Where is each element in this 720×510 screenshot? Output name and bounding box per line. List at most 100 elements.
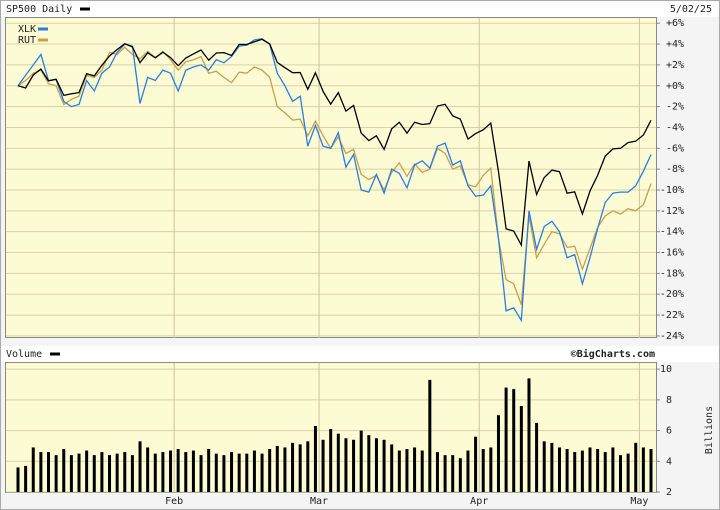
volume-bar [268,449,272,492]
volume-bar [92,455,96,492]
y-tick-label: 8 [666,395,672,406]
y-tick-label: -4% [666,122,684,133]
volume-bar [573,452,577,492]
volume-bar [634,442,638,492]
volume-bar [397,450,401,492]
series-line [17,38,652,248]
x-tick-label: Feb [165,496,183,507]
volume-bar [352,439,356,492]
volume-bar [474,436,478,492]
volume-bar [306,441,310,492]
x-tick-label: Mar [310,496,328,507]
volume-bar [557,447,561,492]
volume-bar [580,450,584,492]
volume-bar [138,441,142,492]
volume-bar [47,452,51,492]
volume-bar [413,447,417,492]
volume-bar [146,447,150,492]
volume-bar [466,450,470,492]
volume-bar [153,453,157,492]
y-tick-label: +0% [666,81,684,92]
volume-bar [367,435,371,492]
volume-bar [603,452,607,492]
volume-bar [39,452,43,492]
volume-bar [496,415,500,492]
y-tick-label: +6% [666,18,684,29]
date: 5/02/25 [670,4,712,15]
y-tick-label: -2% [666,102,684,113]
volume-bar [222,455,226,492]
volume-bar [16,467,20,492]
volume-bar [62,449,66,492]
volume-bar [176,449,180,492]
volume-bar [535,422,539,492]
x-tick-label: May [630,496,648,507]
volume-bar [519,406,523,492]
volume-bar [451,455,455,492]
legend-label: XLK [18,24,36,35]
volume-bar [207,449,211,492]
x-tick-label: Apr [470,496,488,507]
y-tick-label: 6 [666,426,672,437]
volume-bar [618,455,622,492]
volume-bar [54,455,58,492]
legend-label: RUT [18,35,36,46]
volume-bar [69,455,73,492]
y-tick-label: -14% [660,227,684,238]
volume-bar [85,450,89,492]
volume-bar [199,455,203,492]
volume-bar [512,389,516,492]
volume-bar [100,452,104,492]
volume-bar [336,433,340,492]
volume-bar [443,455,447,492]
volume-bar [550,442,554,492]
volume-bar [588,447,592,492]
volume-bar [359,430,363,492]
price-plot [5,17,657,338]
y-tick-label: -10% [660,185,684,196]
y-tick-label: 2 [666,487,672,498]
chart-title: SP500 Daily [6,4,72,15]
volume-bar [245,453,249,492]
volume-bar [374,438,378,492]
volume-bar [565,449,569,492]
volume-bar [649,449,653,492]
volume-bar [435,452,439,492]
volume-bar [481,449,485,492]
volume-bar [527,378,531,492]
volume-bar [77,453,81,492]
volume-bar [130,455,134,492]
volume-bar [428,379,432,492]
volume-bar [115,453,119,492]
volume-bar [260,453,264,492]
volume-bar [123,452,127,492]
volume-bar [252,450,256,492]
y-tick-label: -24% [660,331,684,342]
volume-bar [214,453,218,492]
volume-bar [626,453,630,492]
volume-bar [611,447,615,492]
volume-bar [420,450,424,492]
y-axis-label: Billions [704,406,715,454]
volume-bar [321,439,325,492]
volume-bar [489,447,493,492]
volume-header-bar [1,346,719,362]
volume-bar [641,447,645,492]
y-tick-label: -22% [660,310,684,321]
volume-bar [390,444,394,492]
header-bar [1,1,719,17]
volume-bar [542,441,546,492]
volume-bar [382,439,386,492]
y-tick-label: -18% [660,268,684,279]
volume-bar [275,445,279,492]
volume-bar [458,458,462,492]
volume-bar [161,452,165,492]
y-tick-label: -6% [666,143,684,154]
y-tick-label: +2% [666,60,684,71]
series-line [17,38,652,323]
volume-bar [405,449,409,492]
volume-bar [237,453,241,492]
y-tick-label: -16% [660,248,684,259]
volume-bar [184,452,188,492]
